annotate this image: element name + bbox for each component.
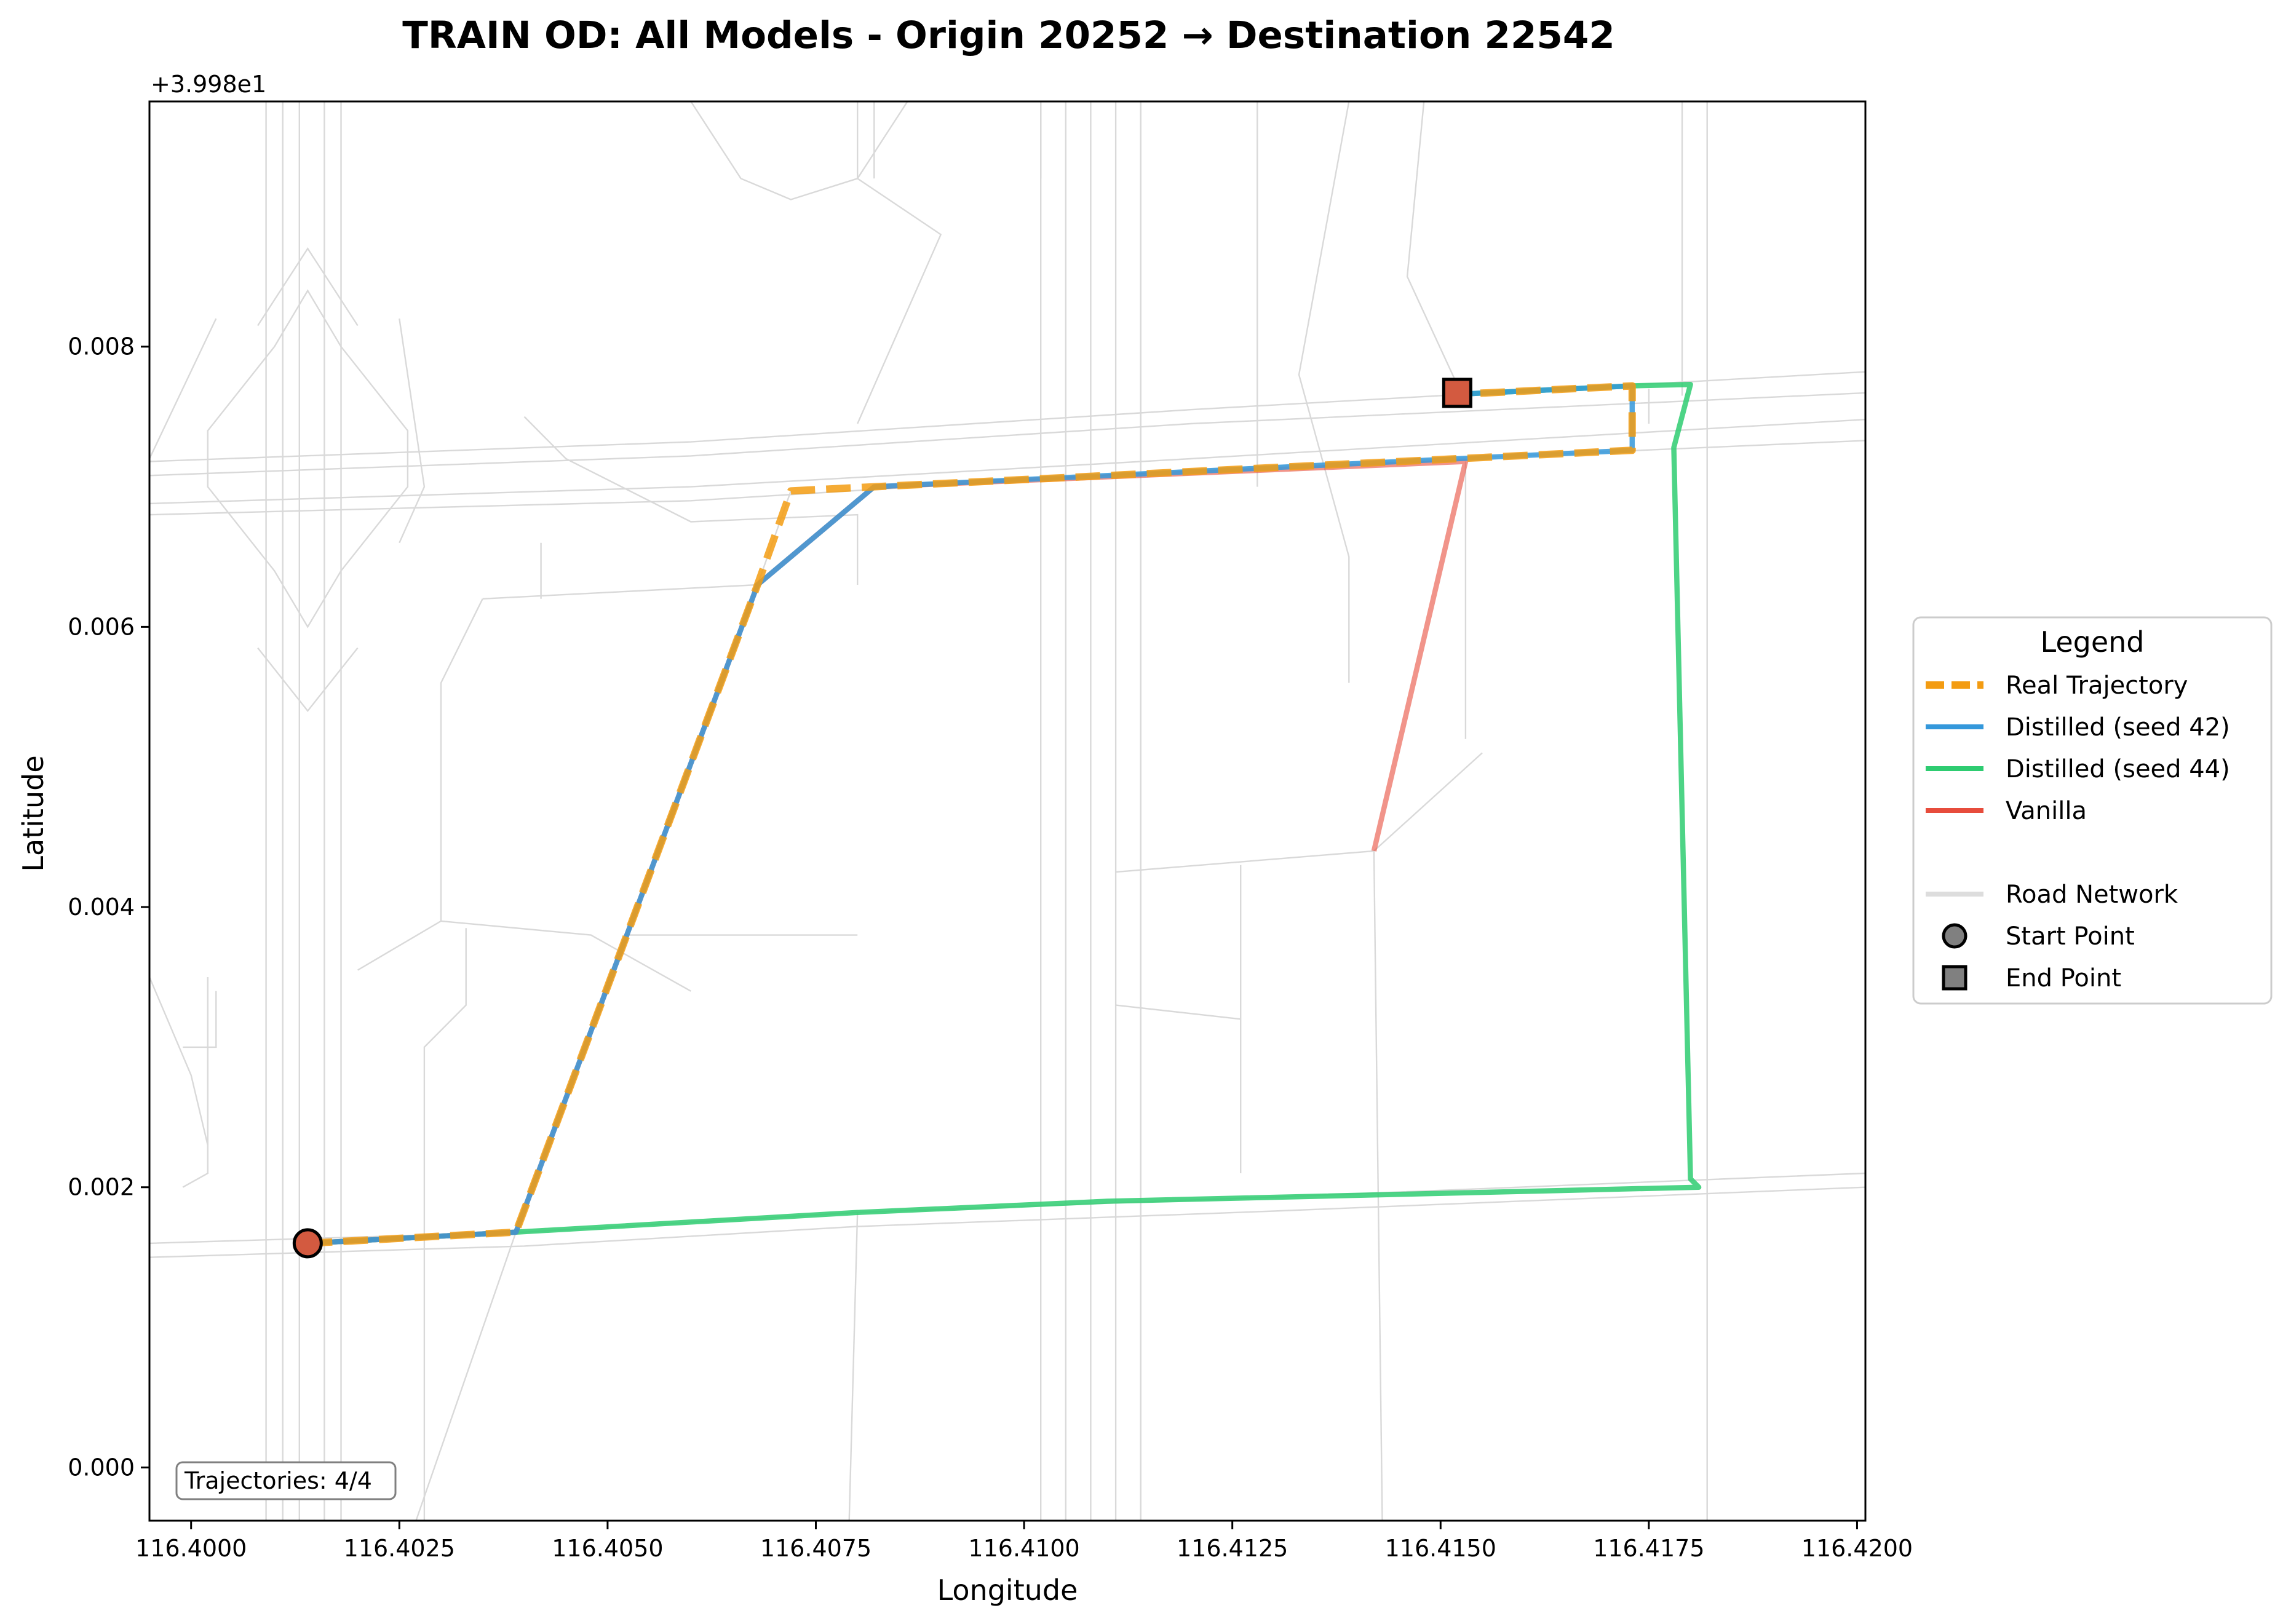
road-segment <box>440 920 691 992</box>
road-segment <box>1116 850 1374 873</box>
road-network <box>149 101 1865 1521</box>
y-offset-label: +3.998e1 <box>151 71 266 98</box>
road-segment <box>423 928 467 1521</box>
plot-frame <box>149 101 1865 1521</box>
road-segment <box>856 101 942 424</box>
series-line-real-trajectory <box>307 382 1636 1247</box>
x-tick-label: 116.4200 <box>1801 1535 1913 1562</box>
y-tick-label: 0.008 <box>68 333 135 360</box>
road-segment <box>257 247 359 327</box>
x-tick-label: 116.4050 <box>552 1535 663 1562</box>
road-segment <box>183 991 217 1048</box>
road-segment <box>1373 752 1483 852</box>
trajectory-count-annotation: Trajectories: 4/4 <box>175 1461 397 1500</box>
x-tick-label: 116.4125 <box>1177 1535 1288 1562</box>
x-tick-label: 116.4000 <box>135 1535 247 1562</box>
x-tick-label: 116.4075 <box>760 1535 872 1562</box>
road-segment <box>482 584 758 600</box>
road-segment <box>523 416 859 585</box>
x-axis: 116.4000 116.4025 116.4050 116.4075 116.4100… <box>135 1521 1913 1562</box>
x-tick-label: 116.4025 <box>344 1535 455 1562</box>
y-axis-label: Latitude <box>17 755 50 871</box>
chart-title: TRAIN OD: All Models - Origin 20252 → De… <box>402 14 1615 57</box>
road-segment <box>1115 1004 1241 1020</box>
legend-label-real-trajectory: Real Trajectory <box>2006 671 2188 700</box>
legend-title: Legend <box>2041 625 2145 659</box>
series-layer <box>307 381 1702 1247</box>
legend-label-distilled-seed-42: Distilled (seed 42) <box>2006 713 2230 742</box>
legend-box <box>1912 616 2273 1005</box>
markers-layer <box>292 378 1472 1259</box>
series-line-distilled-seed-44 <box>308 381 1702 1246</box>
y-tick-label: 0.000 <box>68 1454 135 1481</box>
annotation-text: Trajectories: 4/4 <box>184 1467 372 1494</box>
y-tick-label: 0.002 <box>68 1174 135 1201</box>
legend-label-distilled-seed-44: Distilled (seed 44) <box>2006 755 2230 783</box>
road-segment <box>149 976 208 1146</box>
road-segment <box>357 920 442 971</box>
y-tick-label: 0.006 <box>68 613 135 640</box>
road-segment <box>257 647 359 713</box>
road-segment <box>440 598 483 921</box>
x-axis-label: Longitude <box>937 1574 1078 1607</box>
plot-area <box>148 100 1867 1522</box>
road-segment <box>1406 101 1466 403</box>
road-segment <box>1373 850 1383 1521</box>
legend-label-vanilla: Vanilla <box>2006 797 2087 825</box>
road-segment <box>182 977 208 1188</box>
road-segment <box>399 318 426 544</box>
legend-swatch-start-point <box>1942 923 1967 949</box>
road-segment <box>848 1212 859 1521</box>
legend-label-road-network: Road Network <box>2006 881 2178 909</box>
y-tick-label: 0.004 <box>68 893 135 921</box>
plot-border <box>148 100 1867 1522</box>
y-axis: 0.000 0.002 0.004 0.006 0.008 <box>68 333 149 1481</box>
legend-label-start-point: Start Point <box>2006 922 2135 951</box>
legend-swatch-end-point <box>1942 965 1967 991</box>
road-segment <box>149 392 1865 477</box>
end-point-marker <box>1442 378 1472 408</box>
road-segment <box>207 289 409 628</box>
road-segment <box>149 318 217 459</box>
legend: Legend Real Trajectory Distilled (seed 42… <box>1912 616 2273 1005</box>
x-tick-label: 116.4150 <box>1385 1535 1496 1562</box>
start-point-marker <box>292 1228 323 1259</box>
legend-label-end-point: End Point <box>2006 964 2121 992</box>
x-tick-label: 116.4100 <box>968 1535 1079 1562</box>
x-tick-label: 116.4175 <box>1593 1535 1704 1562</box>
road-segment <box>690 101 908 200</box>
